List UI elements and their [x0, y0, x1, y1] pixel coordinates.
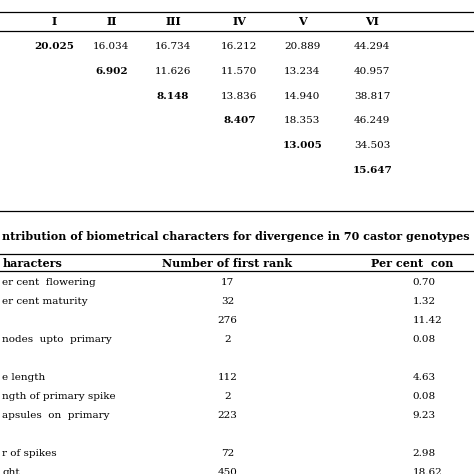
Text: 1.32: 1.32 — [412, 297, 436, 306]
Text: III: III — [165, 16, 181, 27]
Text: 18.62: 18.62 — [412, 468, 442, 474]
Text: 8.407: 8.407 — [223, 116, 255, 125]
Text: 72: 72 — [221, 449, 234, 457]
Text: ngth of primary spike: ngth of primary spike — [2, 392, 116, 401]
Text: r of spikes: r of spikes — [2, 449, 57, 457]
Text: 14.940: 14.940 — [284, 91, 320, 100]
Text: 0.08: 0.08 — [412, 392, 436, 401]
Text: IV: IV — [232, 16, 246, 27]
Text: 2: 2 — [224, 335, 231, 344]
Text: ntribution of biometrical characters for divergence in 70 castor genotypes: ntribution of biometrical characters for… — [2, 231, 470, 243]
Text: apsules  on  primary: apsules on primary — [2, 411, 110, 419]
Text: VI: VI — [365, 16, 379, 27]
Text: 13.234: 13.234 — [284, 67, 320, 76]
Text: 4.63: 4.63 — [412, 373, 436, 382]
Text: 46.249: 46.249 — [354, 116, 390, 125]
Text: 32: 32 — [221, 297, 234, 306]
Text: e length: e length — [2, 373, 46, 382]
Text: 276: 276 — [218, 316, 237, 325]
Text: Per cent  con: Per cent con — [371, 257, 454, 269]
Text: 40.957: 40.957 — [354, 67, 390, 76]
Text: 13.836: 13.836 — [221, 91, 257, 100]
Text: 2.98: 2.98 — [412, 449, 436, 457]
Text: 0.70: 0.70 — [412, 278, 436, 287]
Text: 16.034: 16.034 — [93, 42, 129, 51]
Text: 13.005: 13.005 — [283, 141, 322, 150]
Text: er cent  flowering: er cent flowering — [2, 278, 96, 287]
Text: 11.570: 11.570 — [221, 67, 257, 76]
Text: 20.025: 20.025 — [35, 42, 74, 51]
Text: 44.294: 44.294 — [354, 42, 390, 51]
Text: 223: 223 — [218, 411, 237, 419]
Text: 450: 450 — [218, 468, 237, 474]
Text: 9.23: 9.23 — [412, 411, 436, 419]
Text: 0.08: 0.08 — [412, 335, 436, 344]
Text: 11.626: 11.626 — [155, 67, 191, 76]
Text: ght: ght — [2, 468, 20, 474]
Text: 2: 2 — [224, 392, 231, 401]
Text: I: I — [52, 16, 57, 27]
Text: nodes  upto  primary: nodes upto primary — [2, 335, 112, 344]
Text: 34.503: 34.503 — [354, 141, 390, 150]
Text: II: II — [106, 16, 117, 27]
Text: V: V — [298, 16, 307, 27]
Text: 11.42: 11.42 — [412, 316, 442, 325]
Text: 112: 112 — [218, 373, 237, 382]
Text: 18.353: 18.353 — [284, 116, 320, 125]
Text: 16.212: 16.212 — [221, 42, 257, 51]
Text: 6.902: 6.902 — [95, 67, 128, 76]
Text: er cent maturity: er cent maturity — [2, 297, 88, 306]
Text: 20.889: 20.889 — [284, 42, 320, 51]
Text: 16.734: 16.734 — [155, 42, 191, 51]
Text: 8.148: 8.148 — [157, 91, 189, 100]
Text: 17: 17 — [221, 278, 234, 287]
Text: 38.817: 38.817 — [354, 91, 390, 100]
Text: haracters: haracters — [2, 257, 62, 269]
Text: 15.647: 15.647 — [352, 165, 392, 174]
Text: Number of first rank: Number of first rank — [163, 257, 292, 269]
